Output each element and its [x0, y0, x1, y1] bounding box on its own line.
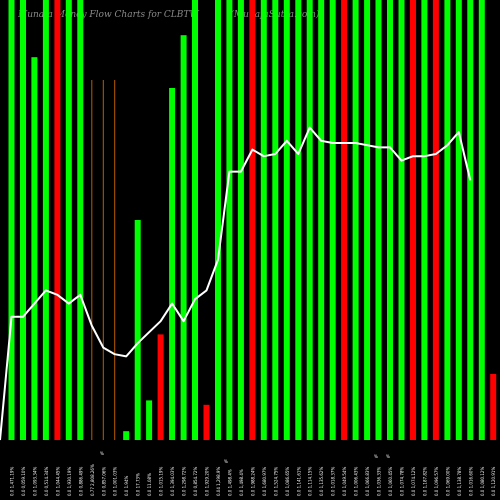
volume-bar-15	[180, 35, 187, 440]
tick-label-35: 0.0 1,074.12%	[411, 467, 416, 496]
volume-bar-28	[329, 0, 336, 440]
tick-label-2: 0.0 1,093.34%	[32, 467, 37, 496]
tick-label-14: 0.0 1,394.03%	[170, 467, 175, 496]
tick-label-23: 0.0 1,524.75%	[273, 467, 278, 496]
volume-bar-2	[31, 57, 38, 440]
volume-bar-4	[54, 0, 61, 440]
tick-label-11: 0.0 17.73%	[136, 473, 141, 496]
tick-label-30: 0.0 1,006.43%	[354, 467, 359, 496]
tick-label-20: 0.0 1,498.4%	[239, 469, 244, 496]
volume-bar-5	[65, 0, 72, 440]
tick-label-10: 0.0 1.94%	[124, 475, 129, 496]
volume-bar-26	[306, 0, 313, 440]
volume-bar-13	[157, 334, 164, 440]
tick-label-6: 0.0 0,886.49%	[78, 467, 83, 496]
volume-bar-18	[215, 0, 221, 440]
tick-label-41: 0.0 1,080.12%	[480, 467, 485, 496]
tick-label-1: 0.0 0,059.10%	[21, 467, 26, 496]
tick-label-17: 0.0 1,929.20%	[204, 467, 209, 496]
volume-bar-9	[114, 80, 116, 440]
volume-bar-8	[102, 80, 104, 440]
tick-label-19: 0.0 1,498.4%	[227, 469, 232, 496]
volume-bar-23	[272, 0, 279, 440]
extra-label-2: %	[374, 454, 378, 459]
volume-bar-42	[490, 374, 497, 440]
tick-label-21: 0.0 1,988.24%	[250, 467, 255, 496]
volume-bar-20	[237, 0, 244, 440]
volume-bar-41	[478, 0, 485, 440]
tick-label-15: 0.0 1,298.72%	[182, 467, 187, 496]
volume-bar-11	[134, 220, 141, 440]
tick-label-12: 0.0 11.08%	[147, 473, 152, 496]
volume-bar-25	[295, 0, 302, 440]
extra-label-3: %	[386, 454, 390, 459]
volume-bar-17	[203, 404, 210, 440]
tick-label-3: 0.0 0,514.34%	[44, 467, 49, 496]
extra-label-1: %	[224, 459, 228, 464]
volume-bar-34	[398, 0, 405, 440]
tick-labels-layer: 0.0 1,471.19% 0.0 0,059.10% 0.0 1,093.34% 0…	[10, 451, 497, 496]
extra-label-0: %	[100, 451, 104, 456]
volume-bar-40	[467, 0, 474, 440]
tick-label-25: 0.0 1,141.61%	[296, 467, 301, 496]
volume-bar-32	[375, 0, 382, 440]
volume-bar-29	[341, 0, 348, 440]
tick-label-31: 0.0 1,066.83%	[365, 467, 370, 496]
tick-label-18: 0.04 1,298.9%	[216, 467, 221, 496]
volume-bar-39	[455, 0, 462, 440]
volume-bar-30	[352, 0, 359, 440]
tick-label-37: 0.0 1,096.57%	[434, 467, 439, 496]
tick-label-34: 0.0 1,074.78%	[399, 467, 404, 496]
volume-bar-12	[146, 400, 153, 440]
volume-bar-16	[192, 0, 198, 440]
volume-bar-6	[77, 0, 84, 440]
volume-bar-27	[318, 0, 325, 440]
volume-bar-24	[283, 0, 290, 440]
tick-label-29: 0.0 1,049.54%	[342, 467, 347, 496]
bars-layer	[8, 0, 497, 440]
tick-label-40: 0.0 1,016.60%	[468, 467, 473, 496]
tick-label-4: 0.0 1,044.45%	[55, 467, 60, 496]
volume-bar-14	[169, 88, 176, 440]
tick-label-32: 0.0 1,036.33%	[377, 467, 382, 496]
price-line-layer	[0, 126, 472, 441]
tick-label-5: 0.0 1,930.19%	[67, 467, 72, 496]
volume-bar-21	[249, 0, 256, 440]
price-line	[0, 126, 472, 441]
tick-label-26: 0.0 1,114.15%	[308, 467, 313, 496]
volume-bar-36	[421, 0, 428, 440]
volume-bar-37	[432, 0, 439, 440]
chart-title: Munafa Money Flow Charts for CLBTW	[18, 10, 199, 20]
volume-bar-1	[20, 0, 26, 440]
tick-label-0: 0.0 1,471.19%	[10, 467, 15, 496]
volume-bar-31	[364, 0, 371, 440]
volume-bar-19	[226, 0, 233, 440]
tick-label-28: 0.0 1,018.37%	[331, 467, 336, 496]
volume-bar-7	[91, 80, 93, 440]
tick-label-27: 0.0 1,135.62%	[319, 467, 324, 496]
tick-label-16: 0.0 0,854.72%	[193, 467, 198, 496]
volume-bar-22	[260, 0, 267, 440]
tick-label-36: 0.0 1,187.82%	[422, 467, 427, 496]
tick-label-33: 0.0 1,060.45%	[388, 467, 393, 496]
volume-bar-35	[410, 0, 416, 440]
tick-label-42: 0.0 1,120.91%	[491, 467, 496, 496]
tick-label-9: 0.0 1,001.03%	[113, 467, 118, 496]
volume-bar-38	[444, 0, 451, 440]
volume-bar-33	[387, 0, 393, 440]
volume-bar-3	[42, 0, 49, 440]
tick-label-13: 0.0 1,015.19%	[159, 467, 164, 496]
tick-label-22: 0.0 1,680.97%	[262, 467, 267, 496]
tick-label-24: 0.0 1,086.65%	[285, 467, 290, 496]
tick-label-7: 0.77 2,808.26%	[90, 464, 95, 496]
tick-label-8: 0.0 0,857.06%	[101, 467, 106, 496]
tick-label-38: 0.0 1,069.00%	[445, 467, 450, 496]
tick-label-39: 0.0 1,138.78%	[457, 467, 462, 496]
volume-bar-10	[123, 431, 130, 440]
volume-bar-0	[8, 0, 15, 440]
